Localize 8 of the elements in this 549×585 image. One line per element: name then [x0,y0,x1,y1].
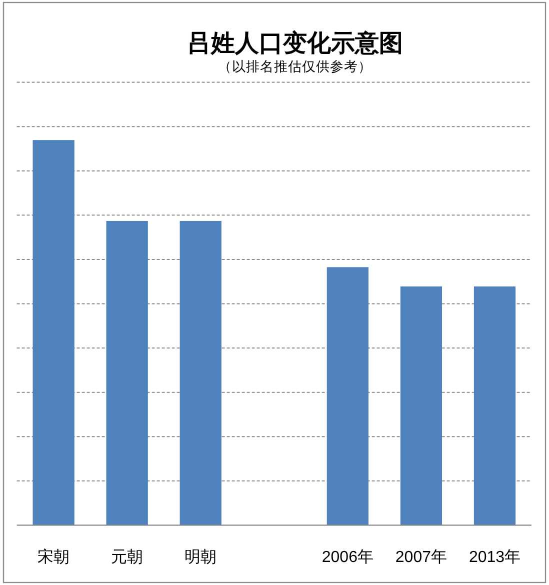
x-tick-label: 宋朝 [38,549,70,566]
x-tick-label: 元朝 [111,549,144,566]
title: 吕姓人口变化示意图 [187,31,403,57]
subtitle: （以排名推估仅供参考） [218,59,372,74]
x-tick-label: 明朝 [184,549,217,566]
x-tick-label: 2013年 [468,549,521,566]
x-tick-label: 2007年 [395,549,447,566]
x-tick-label: 2006年 [322,549,374,566]
